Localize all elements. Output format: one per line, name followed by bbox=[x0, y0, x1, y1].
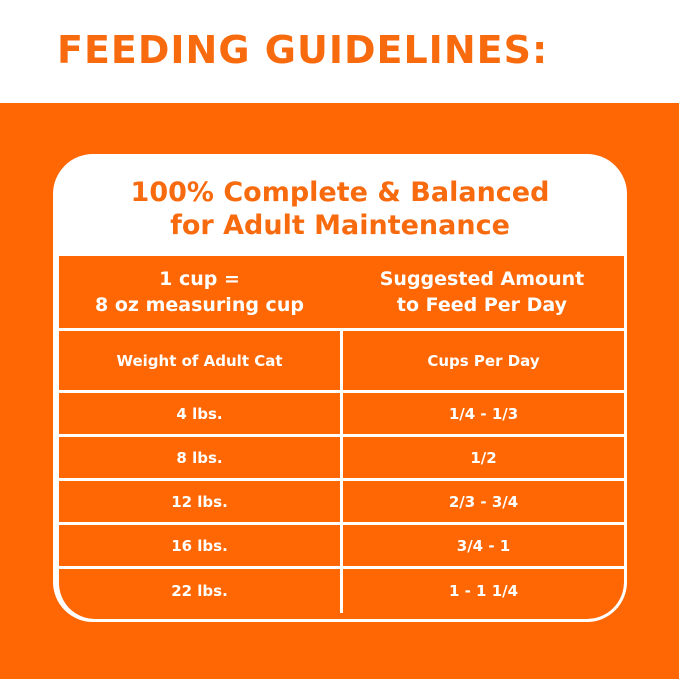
column-header-weight: Weight of Adult Cat bbox=[116, 351, 283, 370]
weight-cell: 4 lbs. bbox=[176, 404, 223, 423]
weight-cell: 22 lbs. bbox=[171, 582, 228, 600]
table-row: 4 lbs. 1/4 - 1/3 bbox=[59, 393, 624, 437]
header-right-line1: Suggested Amount bbox=[379, 268, 585, 290]
feeding-table: 1 cup = 8 oz measuring cup Suggested Amo… bbox=[59, 256, 624, 619]
cups-cell: 1/2 bbox=[340, 437, 624, 478]
cups-cell: 3/4 - 1 bbox=[340, 525, 624, 566]
card-title: 100% Complete & Balanced for Adult Maint… bbox=[56, 157, 624, 256]
cups-cell: 1/4 - 1/3 bbox=[340, 393, 624, 434]
header-cup-note: 1 cup = 8 oz measuring cup bbox=[59, 256, 340, 328]
header-area: FEEDING GUIDELINES: bbox=[0, 0, 679, 103]
table-row: 8 lbs. 1/2 bbox=[59, 437, 624, 481]
page-title: FEEDING GUIDELINES: bbox=[57, 28, 549, 72]
table-row: 22 lbs. 1 - 1 1/4 bbox=[59, 569, 624, 613]
header-left-line2: 8 oz measuring cup bbox=[95, 294, 304, 316]
feeding-card: 100% Complete & Balanced for Adult Maint… bbox=[53, 154, 627, 622]
table-header-row: 1 cup = 8 oz measuring cup Suggested Amo… bbox=[59, 256, 624, 331]
weight-cell: 8 lbs. bbox=[176, 448, 223, 467]
cups-cell: 1 - 1 1/4 bbox=[340, 569, 624, 613]
table-row: 12 lbs. 2/3 - 3/4 bbox=[59, 481, 624, 525]
weight-cell: 12 lbs. bbox=[171, 492, 228, 511]
column-header-cups: Cups Per Day bbox=[340, 331, 624, 390]
header-right-line2: to Feed Per Day bbox=[396, 294, 568, 316]
cups-cell: 2/3 - 3/4 bbox=[340, 481, 624, 522]
column-header-row: Weight of Adult Cat Cups Per Day bbox=[59, 331, 624, 393]
card-title-line1: 100% Complete & Balanced bbox=[130, 176, 550, 208]
header-left-line1: 1 cup = bbox=[159, 268, 240, 290]
weight-cell: 16 lbs. bbox=[171, 536, 228, 555]
header-suggested: Suggested Amount to Feed Per Day bbox=[340, 256, 624, 328]
table-row: 16 lbs. 3/4 - 1 bbox=[59, 525, 624, 569]
card-title-line2: for Adult Maintenance bbox=[170, 209, 510, 241]
